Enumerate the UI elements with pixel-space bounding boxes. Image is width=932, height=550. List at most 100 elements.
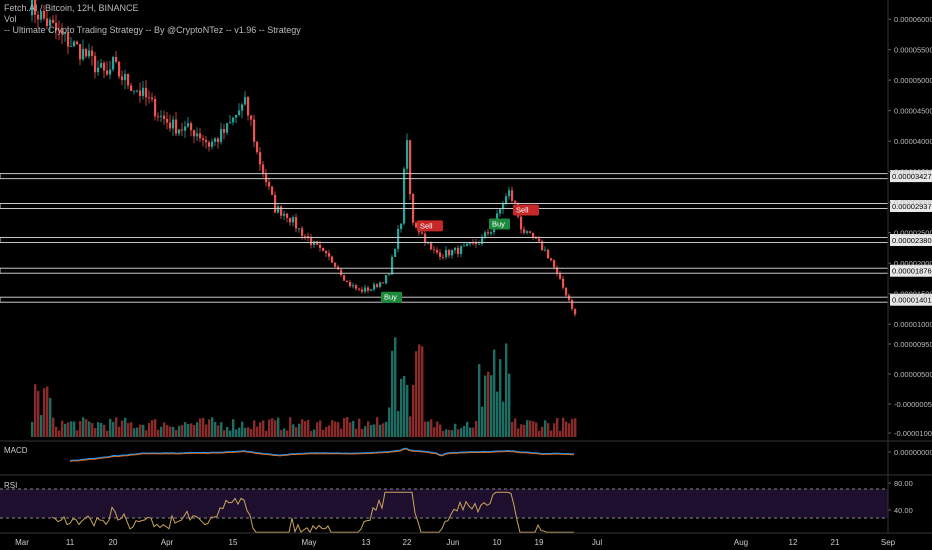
macd-line — [69, 447, 575, 462]
candle — [106, 70, 109, 75]
volume-bar — [43, 388, 46, 437]
candle — [472, 242, 475, 244]
candle — [211, 141, 214, 147]
volume-bar — [544, 420, 547, 437]
candle — [400, 223, 403, 230]
volume-bar — [394, 337, 397, 437]
candle — [436, 250, 439, 253]
volume-bar — [88, 421, 91, 437]
price-pane[interactable] — [31, 0, 577, 317]
candle — [256, 141, 259, 153]
volume-bar — [418, 344, 421, 437]
volume-bar — [121, 420, 124, 437]
date-tick-label: 11 — [66, 538, 75, 547]
volume-bar — [475, 420, 478, 437]
candle — [271, 186, 274, 195]
volume-bar — [58, 430, 61, 437]
candle — [562, 278, 565, 288]
candle — [430, 242, 433, 250]
volume-bar — [523, 424, 526, 437]
volume-bar — [262, 420, 265, 437]
volume-bar — [532, 421, 535, 437]
candle — [121, 76, 124, 81]
candle — [220, 128, 223, 143]
volume-bar — [154, 419, 157, 437]
candle — [532, 232, 535, 238]
candle — [370, 289, 373, 291]
candle — [31, 0, 34, 16]
candle — [232, 117, 235, 123]
candle — [226, 123, 229, 133]
volume-bar — [487, 371, 490, 437]
price-tick-label: 0.00006000 — [894, 15, 932, 24]
candle — [163, 115, 166, 119]
volume-tick-label: -0.00001000 — [894, 429, 932, 438]
date-tick-label: 15 — [229, 538, 238, 547]
candle — [49, 19, 52, 26]
volume-bar — [352, 420, 355, 437]
volume-bar — [253, 420, 256, 437]
candle — [37, 14, 40, 20]
volume-bar — [292, 424, 295, 437]
price-axis[interactable]: 0.00006000 0.00005500 0.00005000 0.00004500… — [888, 15, 932, 515]
candle — [310, 237, 313, 245]
rsi-pane[interactable] — [0, 488, 888, 534]
volume-bar — [454, 423, 457, 437]
candle — [421, 232, 424, 234]
candle — [319, 244, 322, 248]
volume-bar — [301, 419, 304, 437]
volume-bar — [265, 430, 268, 437]
volume-bar — [127, 423, 130, 437]
candle — [205, 140, 208, 143]
level-label-box — [890, 200, 932, 213]
candle — [457, 247, 460, 254]
rsi-label: RSI — [4, 481, 18, 490]
candle — [34, 0, 37, 15]
candle — [343, 275, 346, 281]
price-tick-label: 0.00003000 — [894, 198, 932, 207]
macd-pane[interactable] — [69, 447, 575, 462]
time-axis[interactable]: Mar 11 20 Apr 15 May 13 22 Jun 10 19 Jul Aug 12 21 Sep — [15, 538, 896, 547]
strategy-label: -- Ultimate Crypto Trading Strategy -- B… — [4, 25, 301, 35]
candle — [268, 182, 271, 187]
candle — [178, 129, 181, 134]
level-line — [0, 267, 889, 274]
volume-bar — [538, 430, 541, 437]
level-label: 0.00003427 — [892, 172, 932, 181]
candle — [100, 63, 103, 68]
volume-bar — [526, 420, 529, 437]
candle — [415, 222, 418, 228]
candle — [541, 241, 544, 251]
volume-bar — [295, 427, 298, 437]
volume-bar — [361, 428, 364, 437]
volume-tick-label: 0.00000950 — [894, 340, 932, 349]
signal-badge-sell — [417, 220, 443, 232]
volume-bar — [385, 421, 388, 437]
candle — [85, 49, 88, 57]
rsi-tick-label: 80.00 — [894, 479, 913, 488]
level-line — [0, 173, 889, 180]
date-tick-label: Jul — [592, 538, 602, 547]
volume-bar — [508, 373, 511, 437]
level-label: 0.00001401 — [892, 296, 932, 305]
volume-bar — [70, 421, 73, 437]
candle — [169, 122, 172, 129]
candle — [115, 56, 118, 62]
candle — [73, 41, 76, 47]
candle — [547, 249, 550, 259]
volume-bar — [415, 351, 418, 437]
volume-bar — [241, 421, 244, 437]
volume-bar — [79, 421, 82, 437]
volume-bar — [463, 425, 466, 437]
date-tick-label: Jun — [447, 538, 460, 547]
volume-bar — [433, 427, 436, 437]
date-tick-label: Mar — [15, 538, 29, 547]
volume-bar — [193, 424, 196, 437]
candle — [142, 87, 145, 96]
volume-bar — [304, 421, 307, 437]
volume-bar — [181, 424, 184, 437]
date-tick-label: 22 — [403, 538, 412, 547]
volume-bar — [442, 430, 445, 437]
candle — [460, 246, 463, 254]
